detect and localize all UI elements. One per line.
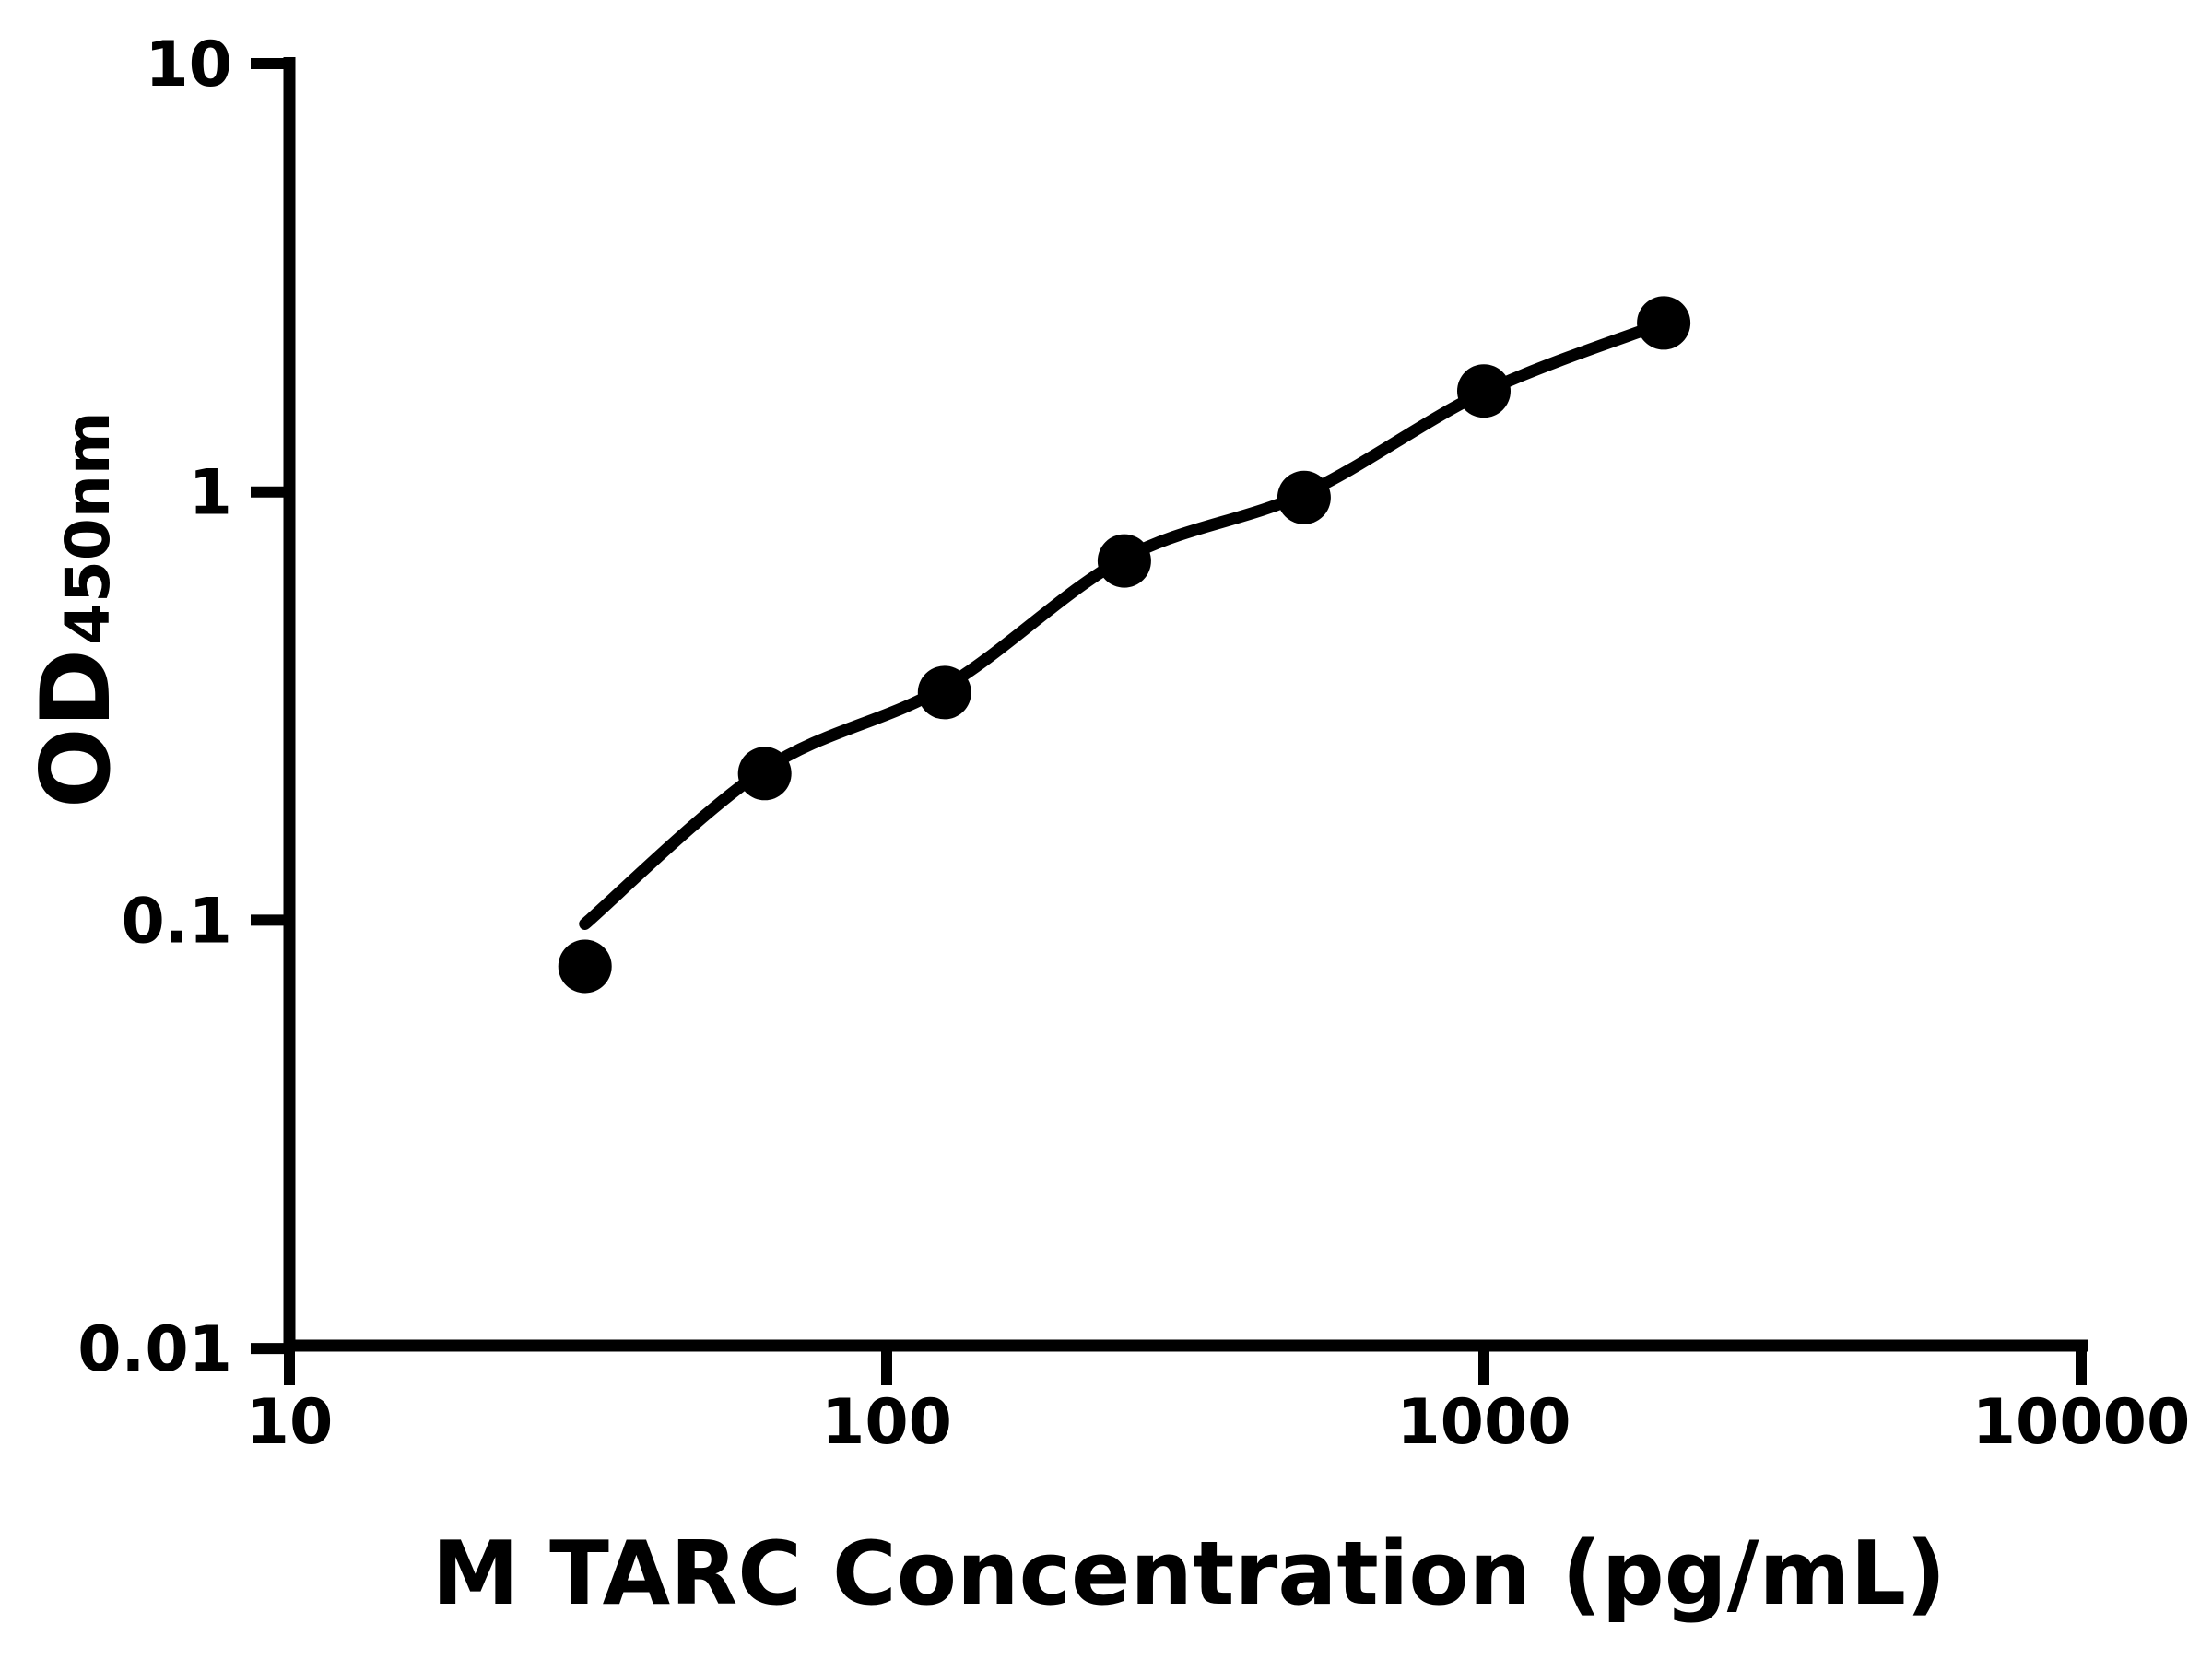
data-point (1277, 470, 1331, 524)
y-tick-label: 0.1 (122, 885, 232, 958)
x-axis-title: M TARC Concentration (pg/mL) (432, 1524, 1947, 1625)
y-tick-label: 0.01 (77, 1313, 232, 1386)
data-point (1457, 364, 1511, 418)
x-tick-label: 10000 (1972, 1386, 2191, 1459)
x-tick-label: 100 (821, 1386, 952, 1459)
y-tick-label: 10 (145, 29, 232, 101)
data-point (1097, 534, 1151, 588)
y-axis-title-main: OD (21, 649, 132, 808)
data-point (558, 939, 612, 994)
y-axis-title: OD450nm (21, 411, 132, 808)
y-tick-label: 1 (189, 457, 232, 530)
x-tick-label: 10 (246, 1386, 334, 1459)
fit-curve (579, 316, 1670, 930)
data-point (917, 665, 971, 720)
y-axis-title-sub: 450nm (53, 411, 124, 645)
x-tick-label: 1000 (1396, 1386, 1571, 1459)
data-point (737, 747, 792, 801)
data-point (1637, 296, 1691, 350)
